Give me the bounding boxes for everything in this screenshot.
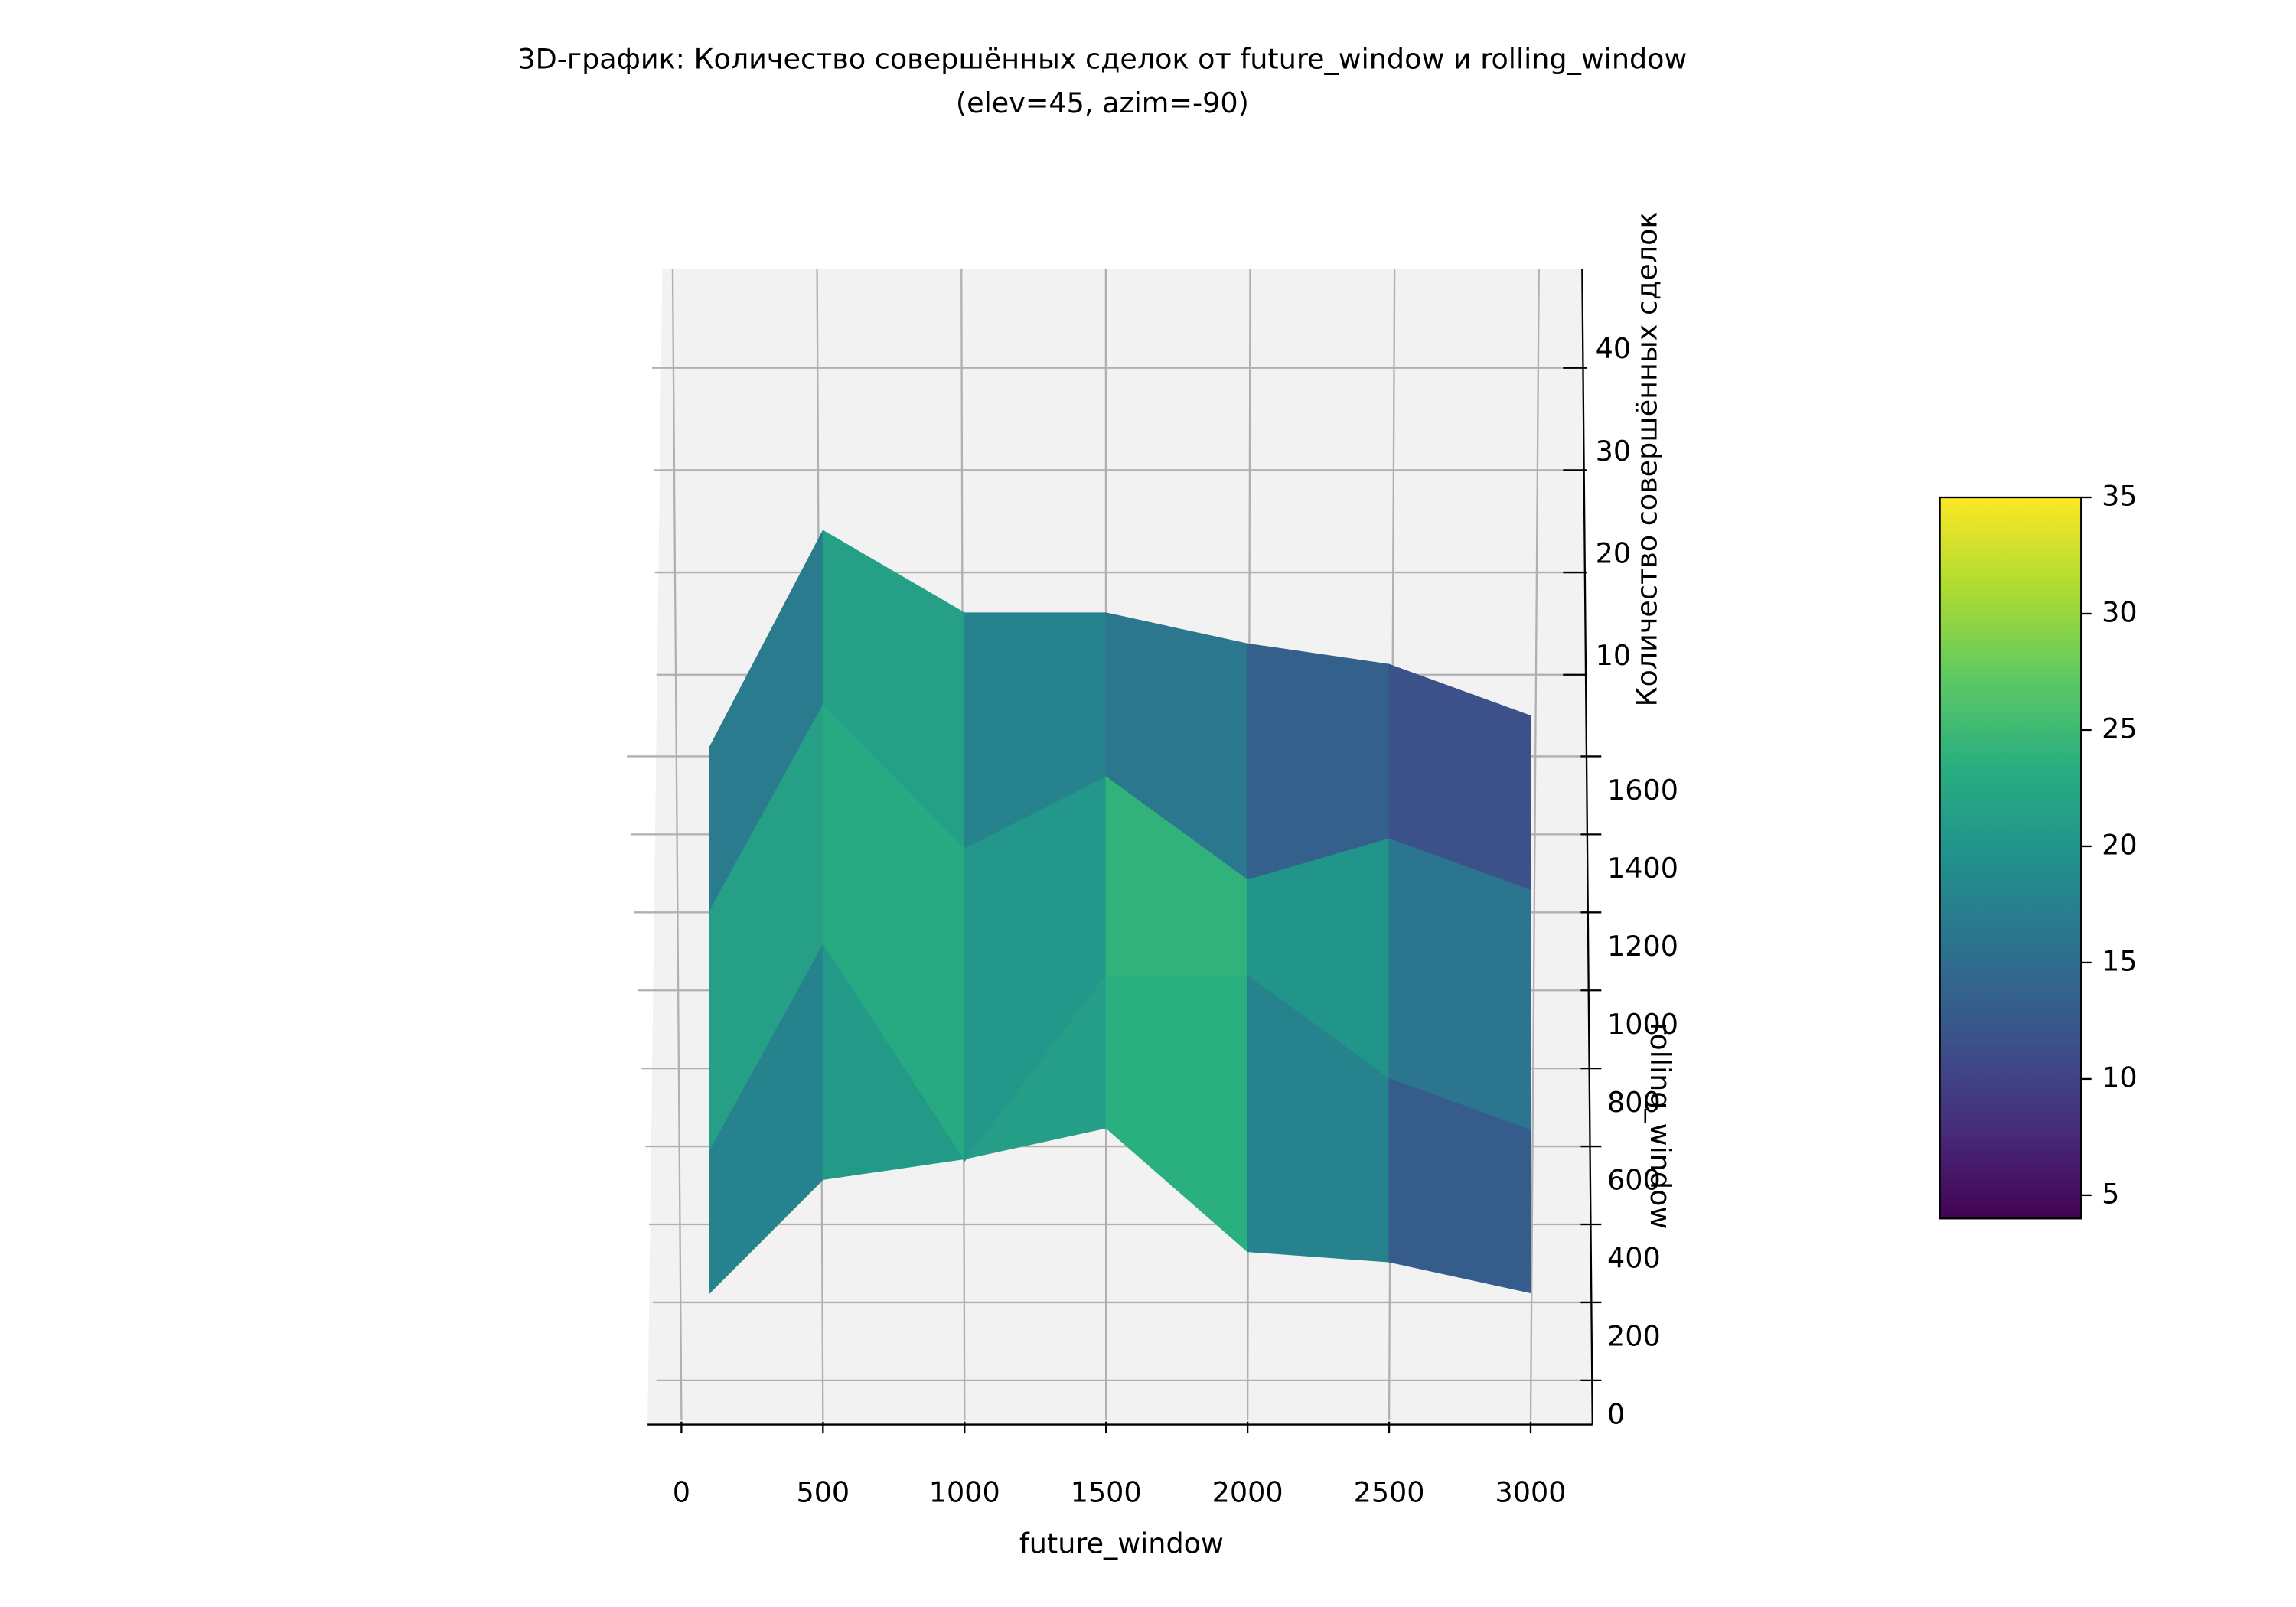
colorbar-ticks: 5 10 15 20 25 30 35 [2081, 480, 2138, 1210]
chart-subtitle: (elev=45, azim=-90) [956, 86, 1249, 119]
y-tick-label: 1400 [1607, 852, 1678, 885]
y-tick-label: 0 [1607, 1398, 1625, 1431]
grid-line [671, 269, 683, 1420]
x-tick-label: 2500 [1354, 1475, 1425, 1508]
x-tick-label: 3000 [1495, 1475, 1567, 1508]
axis-ticks: 0 500 1000 1500 2000 2500 3000 0 200 400 600 800 100… [673, 332, 1678, 1508]
y-tick-label: 1200 [1607, 930, 1678, 963]
x-tick-label: 1500 [1071, 1475, 1142, 1508]
y-axis-label: rolling_window [1644, 1022, 1677, 1229]
z-tick-label: 10 [1596, 639, 1631, 672]
y-tick-label: 800 [1607, 1086, 1661, 1119]
x-tick-label: 0 [673, 1475, 690, 1508]
x-tick-label: 500 [796, 1475, 850, 1508]
z-tick-label: 40 [1596, 332, 1631, 365]
colorbar-tick-label: 30 [2102, 595, 2137, 628]
z-tick-label: 20 [1596, 537, 1631, 570]
colorbar-tick-label: 5 [2102, 1177, 2119, 1210]
colorbar-tick-label: 35 [2102, 480, 2137, 513]
surface [709, 530, 1531, 1294]
chart-title: 3D-график: Количество совершённых сделок… [517, 42, 1687, 75]
colorbar [1939, 496, 2082, 1220]
y-tick-label: 200 [1607, 1320, 1661, 1353]
x-tick-label: 1000 [929, 1475, 1000, 1508]
colorbar-tick-label: 15 [2102, 944, 2137, 977]
surface-face [1388, 1077, 1531, 1294]
colorbar-tick-label: 20 [2102, 828, 2137, 861]
x-tick-label: 2000 [1212, 1475, 1283, 1508]
y-tick-label: 1000 [1607, 1008, 1678, 1041]
y-tick-label: 400 [1607, 1242, 1661, 1275]
z-tick-label: 30 [1596, 435, 1631, 468]
x-axis-label: future_window [1019, 1527, 1224, 1560]
y-tick-label: 600 [1607, 1164, 1661, 1197]
grid-line [1529, 269, 1540, 1420]
z-axis-label: Количество совершённых сделок [1630, 212, 1663, 707]
right-axis-line [1581, 269, 1593, 1425]
colorbar-tick-label: 25 [2102, 712, 2137, 745]
y-tick-label: 1600 [1607, 774, 1678, 807]
colorbar-tick-label: 10 [2102, 1061, 2137, 1094]
